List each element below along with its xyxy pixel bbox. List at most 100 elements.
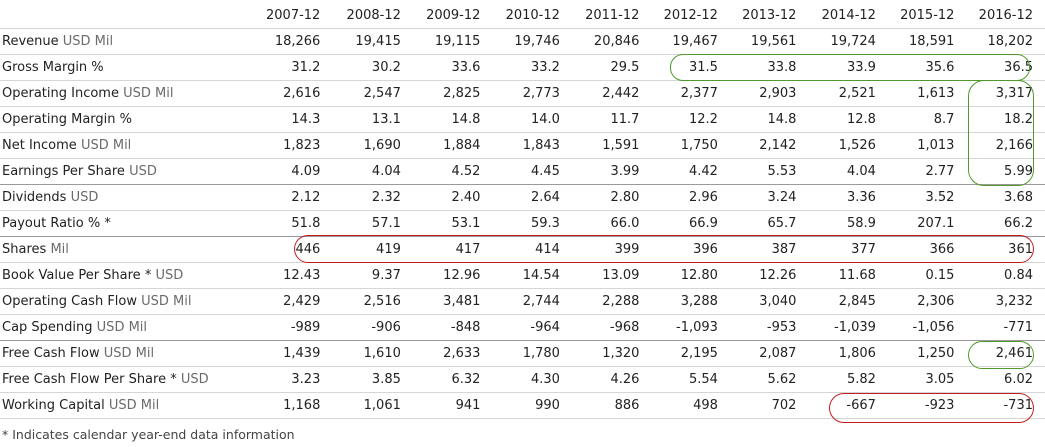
metric-name: Book Value Per Share * [2,268,152,283]
value-cell: 2.32 [332,184,413,211]
value-cell: 6.32 [412,366,493,393]
table-row: Working Capital USD Mil 1,168 1,061 941 990 8… [0,392,1045,419]
value-cell: 1,526 [808,132,888,159]
value-cell: 58.9 [808,210,888,237]
value-cell: 1,806 [808,340,888,367]
value-cell: 399 [571,236,652,263]
row-label: Gross Margin % [0,54,251,81]
value-cell: 35.6 [887,54,967,81]
metric-name: Free Cash Flow [2,346,100,361]
value-cell: 4.26 [571,366,652,393]
value-cell: -1,056 [887,314,967,341]
value-cell: 51.8 [250,210,333,237]
footnote: * Indicates calendar year-end data infor… [2,427,295,442]
value-cell: -989 [250,314,333,341]
value-cell: 2,288 [571,288,652,315]
value-cell: 2,516 [332,288,413,315]
year-header-row: 2007-12 2008-12 2009-12 2010-12 2011-12 … [0,3,1045,29]
value-cell: 396 [651,236,730,263]
metric-name: Working Capital [2,398,105,413]
value-cell: 3.52 [887,184,967,211]
value-cell: 14.8 [412,106,493,133]
value-cell: 0.84 [966,262,1045,289]
value-cell: 9.37 [332,262,413,289]
table-row: Book Value Per Share * USD 12.43 9.37 12.96… [0,262,1045,289]
table-row: Cap Spending USD Mil -989 -906 -848 -964 -968… [0,314,1045,341]
value-cell: 1,884 [412,132,493,159]
value-cell: 1,843 [492,132,572,159]
value-cell: 33.6 [412,54,493,81]
year-header: 2011-12 [585,8,640,23]
value-cell: 5.62 [729,366,809,393]
value-cell: 4.04 [332,158,413,185]
value-cell: 14.54 [492,262,572,289]
metric-name: Net Income [2,138,77,153]
value-cell: 3.24 [729,184,809,211]
value-cell: 11.68 [808,262,888,289]
value-cell: 8.7 [887,106,967,133]
value-cell: 2,633 [412,340,493,367]
value-cell: 1,591 [571,132,652,159]
table-row: Earnings Per Share USD 4.09 4.04 4.52 4.45 3.… [0,158,1045,185]
value-cell: 31.2 [250,54,333,81]
value-cell: 1,690 [332,132,413,159]
value-cell: 2,903 [729,80,809,107]
row-label: Payout Ratio % * [0,210,251,237]
value-cell: 1,750 [651,132,730,159]
value-cell: 4.30 [492,366,572,393]
metric-unit: USD [70,190,99,205]
value-cell: 1,610 [332,340,413,367]
value-cell: 2,195 [651,340,730,367]
value-cell: 2.12 [250,184,333,211]
value-cell: 361 [966,236,1045,263]
value-cell: 1,613 [887,80,967,107]
table-header: 2007-12 2008-12 2009-12 2010-12 2011-12 … [0,3,1045,29]
year-header: 2015-12 [900,8,955,23]
row-label: Operating Income USD Mil [0,80,251,107]
value-cell: 2,547 [332,80,413,107]
year-header: 2013-12 [742,8,797,23]
row-label: Net Income USD Mil [0,132,251,159]
value-cell: 2.80 [571,184,652,211]
value-cell: -848 [412,314,493,341]
metric-unit: USD Mil [96,320,148,335]
value-cell: 3.36 [808,184,888,211]
value-cell: -923 [887,392,967,419]
value-cell: 33.8 [729,54,809,81]
value-cell: 446 [250,236,333,263]
value-cell: 66.0 [571,210,652,237]
year-header: 2012-12 [663,8,718,23]
value-cell: 59.3 [492,210,572,237]
value-cell: 377 [808,236,888,263]
value-cell: 12.96 [412,262,493,289]
year-header: 2008-12 [346,8,401,23]
value-cell: -964 [492,314,572,341]
value-cell: 4.09 [250,158,333,185]
value-cell: 18.2 [966,106,1045,133]
value-cell: 3,232 [966,288,1045,315]
value-cell: 414 [492,236,572,263]
value-cell: 1,250 [887,340,967,367]
metric-unit: USD Mil [108,398,160,413]
value-cell: -667 [808,392,888,419]
value-cell: 4.52 [412,158,493,185]
value-cell: 19,561 [729,28,809,55]
metric-name: Dividends [2,190,67,205]
value-cell: -906 [332,314,413,341]
value-cell: 2,377 [651,80,730,107]
table-row: Net Income USD Mil 1,823 1,690 1,884 1,843 1,… [0,132,1045,159]
value-cell: 2,773 [492,80,572,107]
value-cell: 19,467 [651,28,730,55]
value-cell: 29.5 [571,54,652,81]
value-cell: 66.9 [651,210,730,237]
value-cell: 14.8 [729,106,809,133]
metric-unit: USD Mil [62,34,114,49]
value-cell: 419 [332,236,413,263]
row-label: Working Capital USD Mil [0,392,251,419]
metric-name: Shares [2,242,47,257]
value-cell: 2.40 [412,184,493,211]
value-cell: 2,442 [571,80,652,107]
value-cell: 3.23 [250,366,333,393]
value-cell: 36.5 [966,54,1045,81]
table-row: Free Cash Flow Per Share * USD 3.23 3.85 6.… [0,366,1045,393]
